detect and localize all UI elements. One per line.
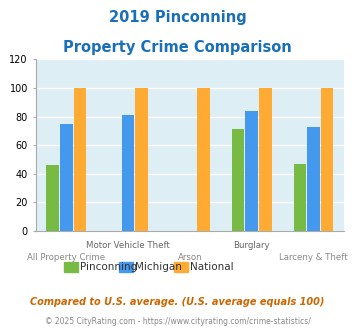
Bar [259, 88, 272, 231]
Bar [307, 127, 320, 231]
Text: Burglary: Burglary [233, 241, 270, 250]
Text: Larceny & Theft: Larceny & Theft [279, 253, 348, 262]
Text: Property Crime Comparison: Property Crime Comparison [63, 40, 292, 54]
Text: National: National [190, 262, 234, 272]
Text: Arson: Arson [178, 253, 202, 262]
Text: All Property Crime: All Property Crime [27, 253, 105, 262]
Bar [294, 164, 306, 231]
Text: Michigan: Michigan [135, 262, 182, 272]
Text: Pinconning: Pinconning [80, 262, 137, 272]
Text: 2019 Pinconning: 2019 Pinconning [109, 10, 246, 25]
Text: © 2025 CityRating.com - https://www.cityrating.com/crime-statistics/: © 2025 CityRating.com - https://www.city… [45, 317, 310, 326]
Text: Motor Vehicle Theft: Motor Vehicle Theft [86, 241, 170, 250]
Bar [60, 124, 73, 231]
Bar [135, 88, 148, 231]
Bar [47, 165, 59, 231]
Bar [232, 129, 245, 231]
Text: Compared to U.S. average. (U.S. average equals 100): Compared to U.S. average. (U.S. average … [30, 297, 325, 307]
Bar [197, 88, 210, 231]
Bar [122, 115, 135, 231]
Bar [321, 88, 333, 231]
Bar [245, 111, 258, 231]
Bar [73, 88, 86, 231]
